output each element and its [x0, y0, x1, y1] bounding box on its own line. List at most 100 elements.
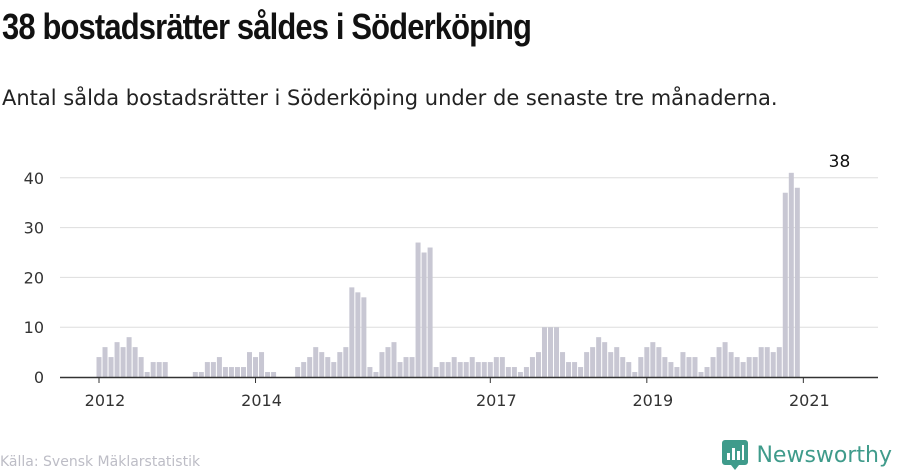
bar: [493, 357, 499, 377]
bar: [102, 347, 108, 377]
bar: [391, 342, 397, 377]
brand-name: Newsworthy: [756, 442, 892, 468]
bar: [445, 362, 451, 377]
bar: [144, 372, 150, 377]
bar: [451, 357, 457, 377]
bar: [794, 187, 800, 377]
bar: [590, 347, 596, 377]
bar: [138, 357, 144, 377]
y-tick-label: 10: [24, 318, 44, 337]
bar: [313, 347, 319, 377]
bar: [668, 362, 674, 377]
bar: [192, 372, 198, 377]
source-note: Källa: Svensk Mäklarstatistik: [0, 454, 201, 470]
bar: [457, 362, 463, 377]
bar: [776, 347, 782, 377]
bar: [722, 342, 728, 377]
bar: [409, 357, 415, 377]
bar-chart-badge-icon: [722, 440, 749, 470]
bar: [716, 347, 722, 377]
bar: [433, 367, 439, 377]
bar-series: [96, 172, 800, 377]
bar: [511, 367, 517, 377]
bar: [108, 357, 114, 377]
y-axis-tick-labels: 0 10 20 30 40: [24, 169, 44, 387]
bar: [156, 362, 162, 377]
bar: [475, 362, 481, 377]
bar: [620, 357, 626, 377]
y-tick-label: 40: [24, 169, 44, 188]
bar: [367, 367, 373, 377]
bar: [343, 347, 349, 377]
bar: [632, 372, 638, 377]
bar: [746, 357, 752, 377]
bar: [752, 357, 758, 377]
bar: [120, 347, 126, 377]
bar: [349, 287, 355, 377]
chart-title: 38 bostadsrätter såldes i Söderköping: [2, 6, 532, 47]
bar: [132, 347, 138, 377]
bar: [325, 357, 331, 377]
bar: [734, 357, 740, 377]
bar: [469, 357, 475, 377]
bar: [126, 337, 132, 377]
bar: [379, 352, 385, 377]
y-tick-label: 30: [24, 219, 44, 238]
bar: [427, 247, 433, 377]
bar: [517, 372, 523, 377]
bar: [216, 357, 222, 377]
bar: [355, 292, 361, 377]
x-tick-label: 2021: [789, 391, 830, 410]
bar: [403, 357, 409, 377]
bar: [247, 352, 252, 377]
bar: [265, 372, 271, 377]
bar: [210, 362, 216, 377]
bar: [770, 352, 776, 377]
bar: [463, 362, 469, 377]
bar: [421, 252, 427, 377]
bar-chart: 0 10 20 30 40 2012 2014 2017 2019 2021 38: [24, 152, 878, 410]
bar: [204, 362, 210, 377]
bar: [253, 357, 259, 377]
bar: [162, 362, 168, 377]
bar: [529, 357, 535, 377]
bar: [608, 352, 614, 377]
bar: [481, 362, 487, 377]
bar: [626, 362, 632, 377]
bar: [415, 242, 421, 377]
bar: [319, 352, 325, 377]
newsworthy-brand-link[interactable]: Newsworthy: [722, 440, 892, 470]
bar: [331, 362, 337, 377]
bar: [307, 357, 313, 377]
x-tick-label: 2014: [241, 391, 282, 410]
bar: [259, 352, 265, 377]
bar: [740, 362, 746, 377]
bar: [373, 372, 379, 377]
bar: [614, 347, 620, 377]
bar: [271, 372, 277, 377]
bar: [523, 367, 529, 377]
bar: [560, 352, 566, 377]
bar: [584, 352, 590, 377]
bar: [301, 362, 307, 377]
annotations: 38: [829, 152, 851, 172]
bar: [602, 342, 608, 377]
bar: [499, 357, 505, 377]
bar: [644, 347, 650, 377]
bar: [541, 327, 547, 377]
bar: [674, 367, 680, 377]
bar: [361, 297, 367, 377]
x-tick-label: 2019: [632, 391, 673, 410]
bar: [782, 192, 788, 377]
bar: [638, 357, 644, 377]
bar: [234, 367, 240, 377]
bar: [704, 367, 710, 377]
bar: [698, 372, 704, 377]
bar: [150, 362, 156, 377]
chart-subtitle: Antal sålda bostadsrätter i Söderköping …: [2, 86, 778, 110]
bar: [596, 337, 602, 377]
bar: [650, 342, 656, 377]
y-tick-label: 20: [24, 268, 44, 287]
bar: [578, 367, 584, 377]
bar: [198, 372, 204, 377]
